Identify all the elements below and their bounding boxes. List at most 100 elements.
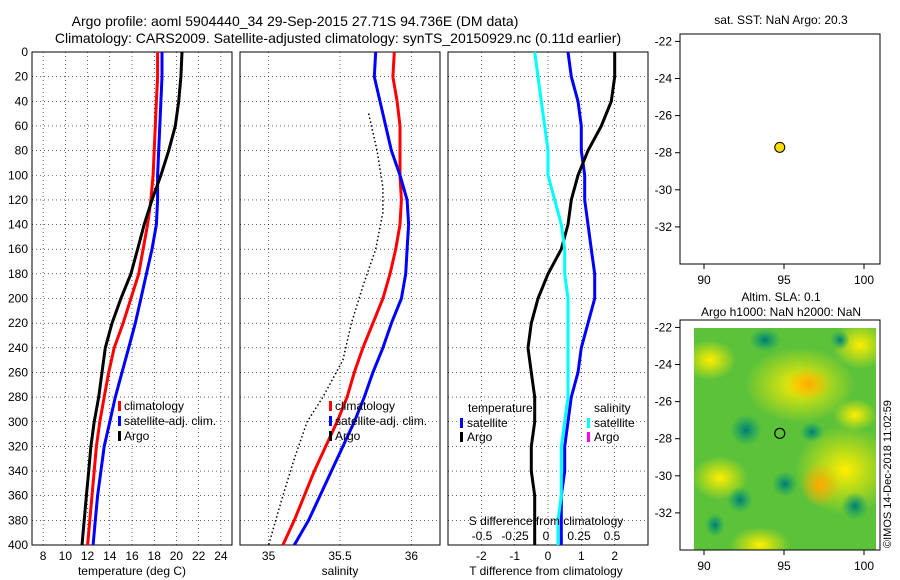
legend-label-argo: Argo bbox=[124, 429, 150, 443]
x-tick-label: 8 bbox=[40, 549, 47, 563]
y-tick-label: 340 bbox=[8, 464, 28, 478]
map-y-tick-label: -24 bbox=[655, 358, 673, 372]
y-tick-label: 220 bbox=[8, 316, 28, 330]
title-line-2: Climatology: CARS2009. Satellite-adjuste… bbox=[55, 30, 621, 46]
y-tick-label: 120 bbox=[8, 193, 28, 207]
map-y-tick-label: -30 bbox=[655, 183, 673, 197]
legend-swatch-satellite bbox=[118, 416, 121, 426]
y-tick-label: 380 bbox=[8, 513, 28, 527]
y-tick-label: 400 bbox=[8, 538, 28, 552]
legend-label-satellite: satellite-adj. clim. bbox=[335, 414, 427, 428]
sla-panel-title-2: Argo h1000: NaN h2000: NaN bbox=[701, 305, 861, 319]
x-tick-label: -1 bbox=[509, 549, 520, 563]
s-difference-tick-label: 0.5 bbox=[604, 529, 621, 543]
x-tick-label: 10 bbox=[59, 549, 73, 563]
legend-swatch-s-argo bbox=[587, 432, 590, 442]
x-axis-label: temperature (deg C) bbox=[78, 564, 186, 578]
x-tick-label: 35 bbox=[262, 549, 276, 563]
map-y-tick-label: -22 bbox=[655, 34, 673, 48]
map-x-tick-label: 100 bbox=[854, 273, 874, 287]
x-axis-label: salinity bbox=[322, 564, 359, 578]
y-tick-label: 0 bbox=[21, 45, 28, 59]
map-y-tick-label: -28 bbox=[655, 146, 673, 160]
sla-panel-title-1: Altim. SLA: 0.1 bbox=[741, 290, 821, 304]
series-line-satellite-adj-clim- bbox=[293, 51, 411, 546]
legend-swatch-argo bbox=[329, 431, 332, 441]
legend-label-t-argo: Argo bbox=[467, 430, 493, 444]
s-difference-tick-label: -0.25 bbox=[501, 529, 529, 543]
difference-legend-temperature: temperature satellite Argo bbox=[460, 401, 533, 444]
legend-swatch-s-satellite bbox=[587, 418, 590, 428]
y-tick-label: 320 bbox=[8, 439, 28, 453]
y-tick-label: 60 bbox=[15, 119, 29, 133]
series-line-climatology bbox=[281, 51, 403, 546]
title-line-1: Argo profile: aoml 5904440_34 29-Sep-201… bbox=[72, 13, 519, 29]
y-tick-label: 160 bbox=[8, 242, 28, 256]
sla-map-axes: -22 -24 -26 -28 -30 -32 90 95 100 bbox=[655, 320, 875, 573]
map-x-tick-label: 100 bbox=[854, 559, 874, 573]
x-tick-label: 0 bbox=[545, 549, 552, 563]
y-tick-label: 140 bbox=[8, 218, 28, 232]
legend-swatch-argo bbox=[118, 431, 121, 441]
y-tick-label: 280 bbox=[8, 390, 28, 404]
series-line-satellite-adj-clim- bbox=[91, 52, 164, 546]
imos-watermark: ©IMOS 14-Dec-2018 11:02:59 bbox=[882, 400, 894, 548]
sst-panel-title: sat. SST: NaN Argo: 20.3 bbox=[714, 13, 848, 27]
legend-swatch-climatology bbox=[118, 401, 121, 411]
legend-swatch-t-argo bbox=[460, 432, 463, 442]
legend-swatch-climatology bbox=[329, 401, 332, 411]
map-y-tick-label: -26 bbox=[655, 109, 673, 123]
sla-argo-position-marker bbox=[774, 427, 786, 439]
legend-label-climatology: climatology bbox=[335, 399, 395, 413]
x-tick-label: 1 bbox=[578, 549, 585, 563]
y-tick-label: 80 bbox=[15, 144, 29, 158]
legend-label-s-satellite: satellite bbox=[594, 416, 635, 430]
difference-legend-salinity: salinity satellite Argo bbox=[587, 401, 635, 444]
y-tick-label: 260 bbox=[8, 365, 28, 379]
map-x-tick-label: 90 bbox=[697, 273, 711, 287]
y-tick-label: 200 bbox=[8, 292, 28, 306]
series-line-climatology bbox=[86, 52, 160, 546]
legend-title-salinity: salinity bbox=[594, 401, 631, 415]
y-tick-label: 360 bbox=[8, 489, 28, 503]
x-tick-label: 35.5 bbox=[328, 549, 352, 563]
legend-label-climatology: climatology bbox=[124, 399, 184, 413]
series-line-argo bbox=[80, 51, 184, 546]
legend-label-argo: Argo bbox=[335, 429, 361, 443]
map-y-tick-label: -32 bbox=[655, 220, 673, 234]
sla-map-frame bbox=[679, 319, 881, 551]
salinity-panel: 35 35.5 36 salinity bbox=[239, 51, 441, 578]
series-line-argo bbox=[267, 113, 384, 546]
sst-argo-position-marker bbox=[774, 141, 786, 153]
map-y-tick-label: -28 bbox=[655, 432, 673, 446]
y-tick-label: 20 bbox=[15, 70, 29, 84]
legend-swatch-satellite bbox=[329, 416, 332, 426]
map-y-tick-label: -32 bbox=[655, 506, 673, 520]
x-tick-label: 2 bbox=[611, 549, 618, 563]
x-tick-label: 36 bbox=[405, 549, 419, 563]
sst-map-axes: -22 -24 -26 -28 -30 -32 90 95 100 bbox=[655, 34, 875, 287]
y-tick-label: 180 bbox=[8, 267, 28, 281]
s-difference-title: S difference from climatology bbox=[469, 514, 624, 528]
legend-title-temperature: temperature bbox=[468, 401, 533, 415]
temperature-legend: climatology satellite-adj. clim. Argo bbox=[118, 399, 216, 443]
legend-label-s-argo: Argo bbox=[594, 430, 620, 444]
y-tick-label: 300 bbox=[8, 415, 28, 429]
salinity-legend: climatology satellite-adj. clim. Argo bbox=[329, 399, 427, 443]
s-difference-tick-label: 0.25 bbox=[567, 529, 591, 543]
legend-label-t-satellite: satellite bbox=[467, 416, 508, 430]
x-tick-label: 14 bbox=[103, 549, 117, 563]
map-y-tick-label: -22 bbox=[655, 320, 673, 334]
s-difference-tick-labels: -0.5 -0.25 0 0.25 0.5 bbox=[472, 529, 621, 543]
legend-swatch-t-satellite bbox=[460, 418, 463, 428]
map-x-tick-label: 95 bbox=[777, 559, 791, 573]
s-difference-tick-label: 0 bbox=[543, 529, 550, 543]
x-tick-label: 20 bbox=[170, 549, 184, 563]
series-line-s-satellite bbox=[533, 51, 570, 545]
map-x-tick-label: 90 bbox=[697, 559, 711, 573]
temperature-panel: 8 10 12 14 16 18 20 22 2402040608010012014016018… bbox=[8, 45, 233, 578]
x-tick-label: -2 bbox=[476, 549, 487, 563]
y-tick-label: 240 bbox=[8, 341, 28, 355]
series-line-t-satellite bbox=[559, 51, 597, 545]
